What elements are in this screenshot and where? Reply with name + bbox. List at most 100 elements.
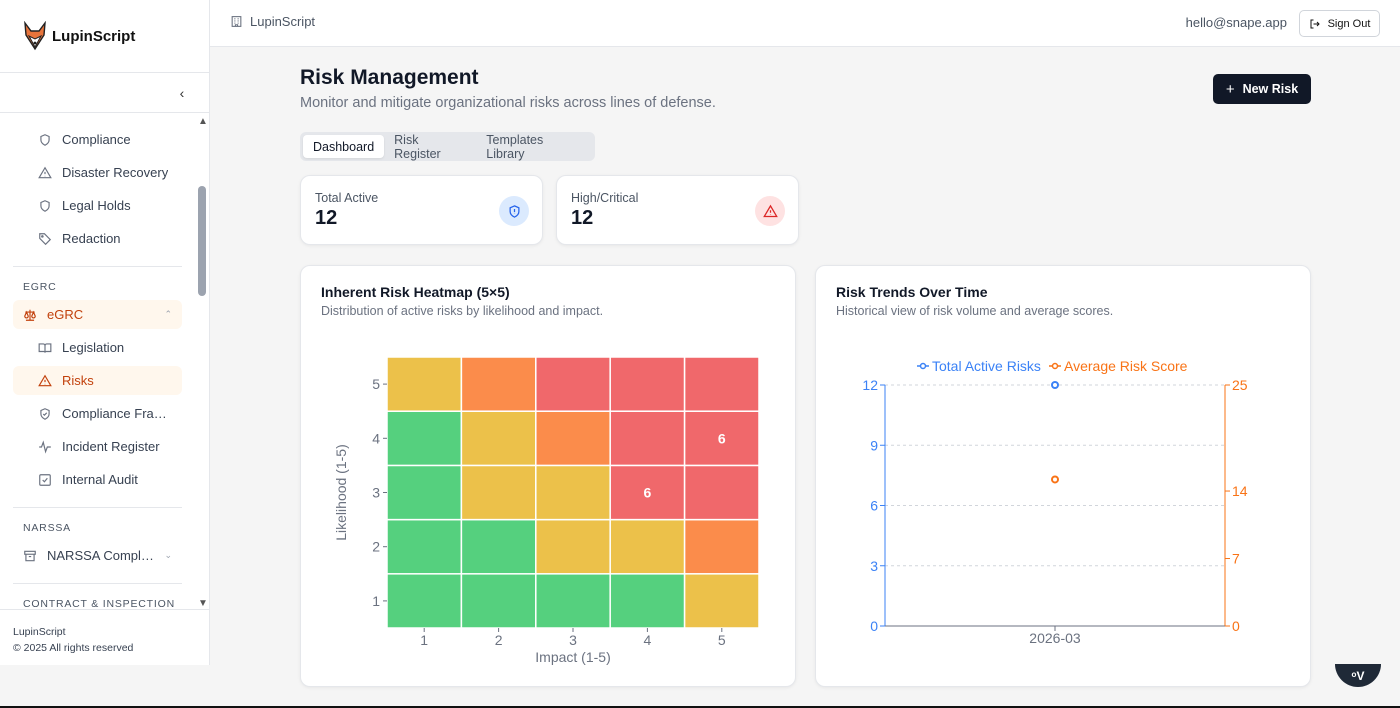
sidebar-item-compliance[interactable]: Compliance (13, 125, 182, 154)
heatmap-cell-count: 6 (644, 485, 652, 501)
sidebar-item-redaction[interactable]: Redaction (13, 224, 182, 253)
sidebar-item-internal-audit[interactable]: Internal Audit (13, 465, 182, 494)
left-y-tick-label: 3 (870, 558, 878, 574)
page-subtitle: Monitor and mitigate organizational risk… (300, 95, 716, 111)
building-icon (231, 16, 242, 27)
left-y-tick-label: 6 (870, 498, 878, 514)
x-tick-label: 4 (644, 632, 652, 648)
heatmap-cell-count: 6 (718, 430, 726, 446)
tab-list: Dashboard Risk Register Templates Librar… (300, 132, 595, 161)
tab-dashboard[interactable]: Dashboard (303, 135, 385, 158)
footer-brand: LupinScript (13, 626, 66, 638)
topbar: LupinScript hello@snape.app Sign Out (210, 0, 1400, 47)
user-email: hello@snape.app (1185, 15, 1287, 30)
fox-logo-icon (24, 21, 46, 51)
sidebar-item-legislation[interactable]: Legislation (13, 333, 182, 362)
bottom-border (0, 706, 1400, 708)
tag-icon (38, 232, 52, 246)
heatmap-cell (609, 518, 686, 575)
right-y-tick-label: 0 (1232, 618, 1240, 634)
legend-marker (919, 362, 927, 370)
section-label-narssa: NARSSA (23, 522, 71, 534)
divider (13, 583, 182, 584)
sidebar-item-risks[interactable]: Risks (13, 366, 182, 395)
right-y-tick-label: 25 (1232, 377, 1248, 393)
section-label-egrc: EGRC (23, 281, 57, 293)
heatmap-cell (386, 573, 463, 629)
legend-label: Total Active Risks (932, 358, 1041, 374)
warning-icon (38, 166, 52, 180)
scroll-thumb[interactable] (198, 186, 206, 296)
scroll-up-arrow-icon[interactable]: ▲ (198, 116, 208, 127)
new-risk-label: New Risk (1242, 82, 1299, 96)
chevron-up-icon: ⌃ (164, 309, 172, 319)
scroll-down-arrow-icon[interactable]: ▼ (198, 598, 208, 609)
heatmap-cell (609, 573, 686, 629)
sidebar-item-partial[interactable] (13, 113, 182, 125)
sidebar-item-label: Internal Audit (62, 472, 138, 487)
trend-chart: 0 3 6 9 12 0 7 14 25 2026-03 Total Active Risks Ave… (862, 358, 1248, 646)
new-risk-button[interactable]: + New Risk (1213, 74, 1311, 104)
panel-subtitle: Historical view of risk volume and avera… (836, 304, 1114, 318)
chat-widget-button[interactable]: ᵒV (1335, 664, 1381, 687)
x-tick-label: 1 (420, 632, 428, 648)
shield-icon (38, 133, 52, 147)
stat-value: 12 (571, 207, 594, 229)
stat-card-high-critical: High/Critical 12 (556, 175, 799, 245)
trends-panel: Risk Trends Over Time Historical view of… (815, 265, 1311, 687)
panel-title: Inherent Risk Heatmap (5×5) (321, 284, 510, 300)
x-tick-label: 2 (495, 632, 503, 648)
chevron-left-icon[interactable]: ‹ (179, 85, 185, 101)
heatmap-cell (460, 356, 537, 412)
collapse-row: ‹ (0, 73, 209, 113)
sidebar-item-label: Legislation (62, 340, 125, 355)
tab-templates-library[interactable]: Templates Library (486, 132, 544, 161)
sidebar-item-disaster-recovery[interactable]: Disaster Recovery (13, 158, 182, 187)
breadcrumb[interactable]: LupinScript (230, 14, 315, 29)
shield-icon (38, 199, 52, 213)
divider (13, 507, 182, 508)
heatmap-cell (683, 518, 760, 575)
breadcrumb-label: LupinScript (250, 14, 316, 29)
sidebar-item-compliance-frameworks[interactable]: Compliance Frameworks (13, 399, 182, 428)
heatmap-cell (683, 356, 760, 412)
left-y-tick-label: 9 (870, 437, 878, 453)
shield-icon (499, 196, 529, 226)
sidebar-item-incident-register[interactable]: Incident Register (13, 432, 182, 461)
right-y-tick-label: 14 (1232, 483, 1248, 499)
heatmap-cell (386, 356, 463, 412)
sidebar-item-legal-holds[interactable]: Legal Holds (13, 191, 182, 220)
sidebar-group-egrc[interactable]: eGRC ⌃ (13, 300, 182, 329)
stat-value: 12 (315, 207, 338, 229)
checkbox-icon (38, 473, 52, 487)
warning-icon (38, 374, 52, 388)
sidebar-item-label: Disaster Recovery (62, 165, 169, 180)
heatmap-cell (460, 573, 537, 629)
sidebar-scrollbar[interactable]: ▲ ▼ (196, 113, 210, 609)
chevron-down-icon: ⌄ (164, 550, 172, 560)
heatmap-cell (460, 410, 537, 467)
sidebar-item-label: eGRC (47, 307, 84, 322)
legend-marker (1051, 362, 1059, 370)
heatmap-cell (609, 464, 686, 521)
right-y-tick-label: 7 (1232, 551, 1240, 567)
x-tick-label: 3 (569, 632, 577, 648)
tab-risk-register[interactable]: Risk Register (394, 132, 441, 161)
sign-out-button[interactable]: Sign Out (1299, 10, 1380, 37)
sidebar: LupinScript ‹ Compliance Disaster Recove… (0, 0, 210, 665)
y-axis-label: Likelihood (1-5) (333, 444, 349, 541)
heatmap-cell (609, 356, 686, 412)
sidebar-item-label: Compliance Frameworks (62, 406, 170, 421)
heatmap-chart: 6 6 1 2 3 4 5 1 2 3 4 5 Impact (1-5) Likelihood (1-5) (333, 356, 760, 665)
brand[interactable]: LupinScript (0, 0, 209, 73)
heatmap-cell (683, 573, 760, 629)
sidebar-group-narssa[interactable]: NARSSA Compliance ⌄ (13, 541, 182, 570)
sidebar-nav: Compliance Disaster Recovery Legal Holds… (0, 113, 210, 609)
legend-label: Average Risk Score (1064, 358, 1188, 374)
left-y-tick-label: 12 (862, 377, 878, 393)
heatmap-cell (386, 410, 463, 467)
stat-label: Total Active (315, 191, 379, 205)
y-tick-label: 4 (372, 430, 380, 446)
heatmap-cell (609, 410, 686, 467)
section-label-contract: CONTRACT & INSPECTION (23, 598, 175, 609)
